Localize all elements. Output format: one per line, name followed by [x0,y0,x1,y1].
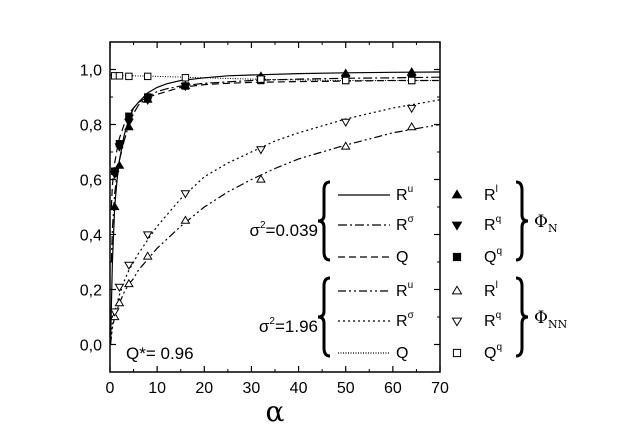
data-markers [109,67,417,321]
legend-marker-label: Rq [484,214,501,234]
data-point-square-open [257,75,265,83]
data-point-triangle-up-open [340,141,351,150]
x-tick-label: 20 [195,380,213,397]
y-tick-label: 0,0 [80,338,102,355]
series-line-r-u-group0 [109,71,441,345]
x-tick-label: 40 [290,380,308,397]
legend-marker-square [452,252,462,262]
q-star-annotation: Q*= 0.96 [126,344,194,363]
x-axis-label: α [266,395,285,428]
legend-marker-triangle-down [451,221,463,231]
left-brace [317,180,331,262]
data-point-triangle-up-open [256,174,266,183]
data-point-square-open [408,76,416,85]
left-brace [317,276,331,358]
y-tick-label: 0,6 [80,173,102,190]
legend-marker-label: Rl [484,280,498,300]
data-point-triangle-up-filled [109,201,120,211]
legend-marker-label: Rl [484,184,498,204]
legend-marker-triangle-down [451,317,463,327]
legend-label-backdrop [392,339,418,359]
right-brace [515,276,529,358]
data-point-triangle-down-open [406,104,417,114]
legend-marker-triangle-up [451,189,463,199]
y-tick-label: 0,8 [80,118,102,135]
data-point-triangle-down-open [340,118,351,127]
data-point-triangle-down-filled [124,118,134,127]
legend-marker-label: Rq [484,310,501,330]
x-tick-label: 70 [431,380,449,397]
x-tick-label: 30 [243,380,261,397]
data-point-triangle-down-open [256,146,266,155]
data-point-triangle-up-open [114,298,125,307]
y-tick-label: 0,4 [80,228,102,245]
data-point-square-open [115,72,124,80]
data-point-triangle-down-open [109,308,120,317]
data-point-square-filled [111,167,119,175]
data-point-triangle-up-open [142,251,153,260]
data-point-square-filled [181,82,190,90]
y-tick-label: 0,2 [80,283,102,300]
phi-label: ΦNN [534,308,568,331]
legend-line-label: Q [396,345,408,362]
data-point-triangle-down-open [142,231,153,240]
data-point-square-open [144,72,152,81]
x-tick-label: 50 [337,380,355,397]
legend-marker-label: Qq [484,246,502,266]
legend-label-backdrop [392,181,418,201]
data-point-square-open [125,72,133,81]
data-point-square-open [342,76,350,85]
sigma-label: σ2=0.039 [249,220,318,240]
right-brace [515,180,529,262]
data-point-triangle-up-open [406,122,417,131]
legend-label-backdrop [392,277,418,297]
phi-label: ΦN [534,212,558,235]
data-point-square-filled [115,140,124,148]
legend-line-label: Q [396,249,408,266]
y-axis: 0,0 0,2 0,4 0,6 0,8 1,0 [80,41,440,373]
legend-backdrop [338,314,404,328]
sigma-label: σ2=1.96 [259,316,318,336]
series-line-q-group1 [109,74,440,81]
x-tick-label: 10 [148,380,166,397]
legend-label-backdrop [392,307,418,327]
data-point-square-open [181,74,190,82]
x-tick-label: 60 [384,380,402,397]
y-tick-label: 1,0 [80,63,102,80]
data-point-triangle-down-open [180,190,191,199]
legend-label-backdrop [392,243,418,263]
data-point-triangle-down-open [114,283,125,292]
series-lines [109,71,441,345]
data-point-triangle-down-open [124,261,134,270]
data-point-triangle-up-filled [114,160,125,169]
legend-marker-square [452,348,462,358]
data-point-triangle-up-open [180,215,191,224]
legend-marker-triangle-up [451,285,463,295]
legend-label-backdrop [392,211,418,231]
x-tick-label: 0 [106,380,115,397]
data-point-triangle-up-filled [406,67,417,76]
legend-marker-label: Qq [484,342,502,362]
data-point-square-filled [125,112,133,120]
plot-area [109,41,441,373]
data-point-triangle-up-open [124,278,134,288]
data-point-square-filled [144,93,152,101]
series-line-r-sigma-group1 [109,99,441,345]
legend-backdrop [338,218,404,232]
x-axis: 0 10 20 30 40 50 60 70 [106,42,449,397]
